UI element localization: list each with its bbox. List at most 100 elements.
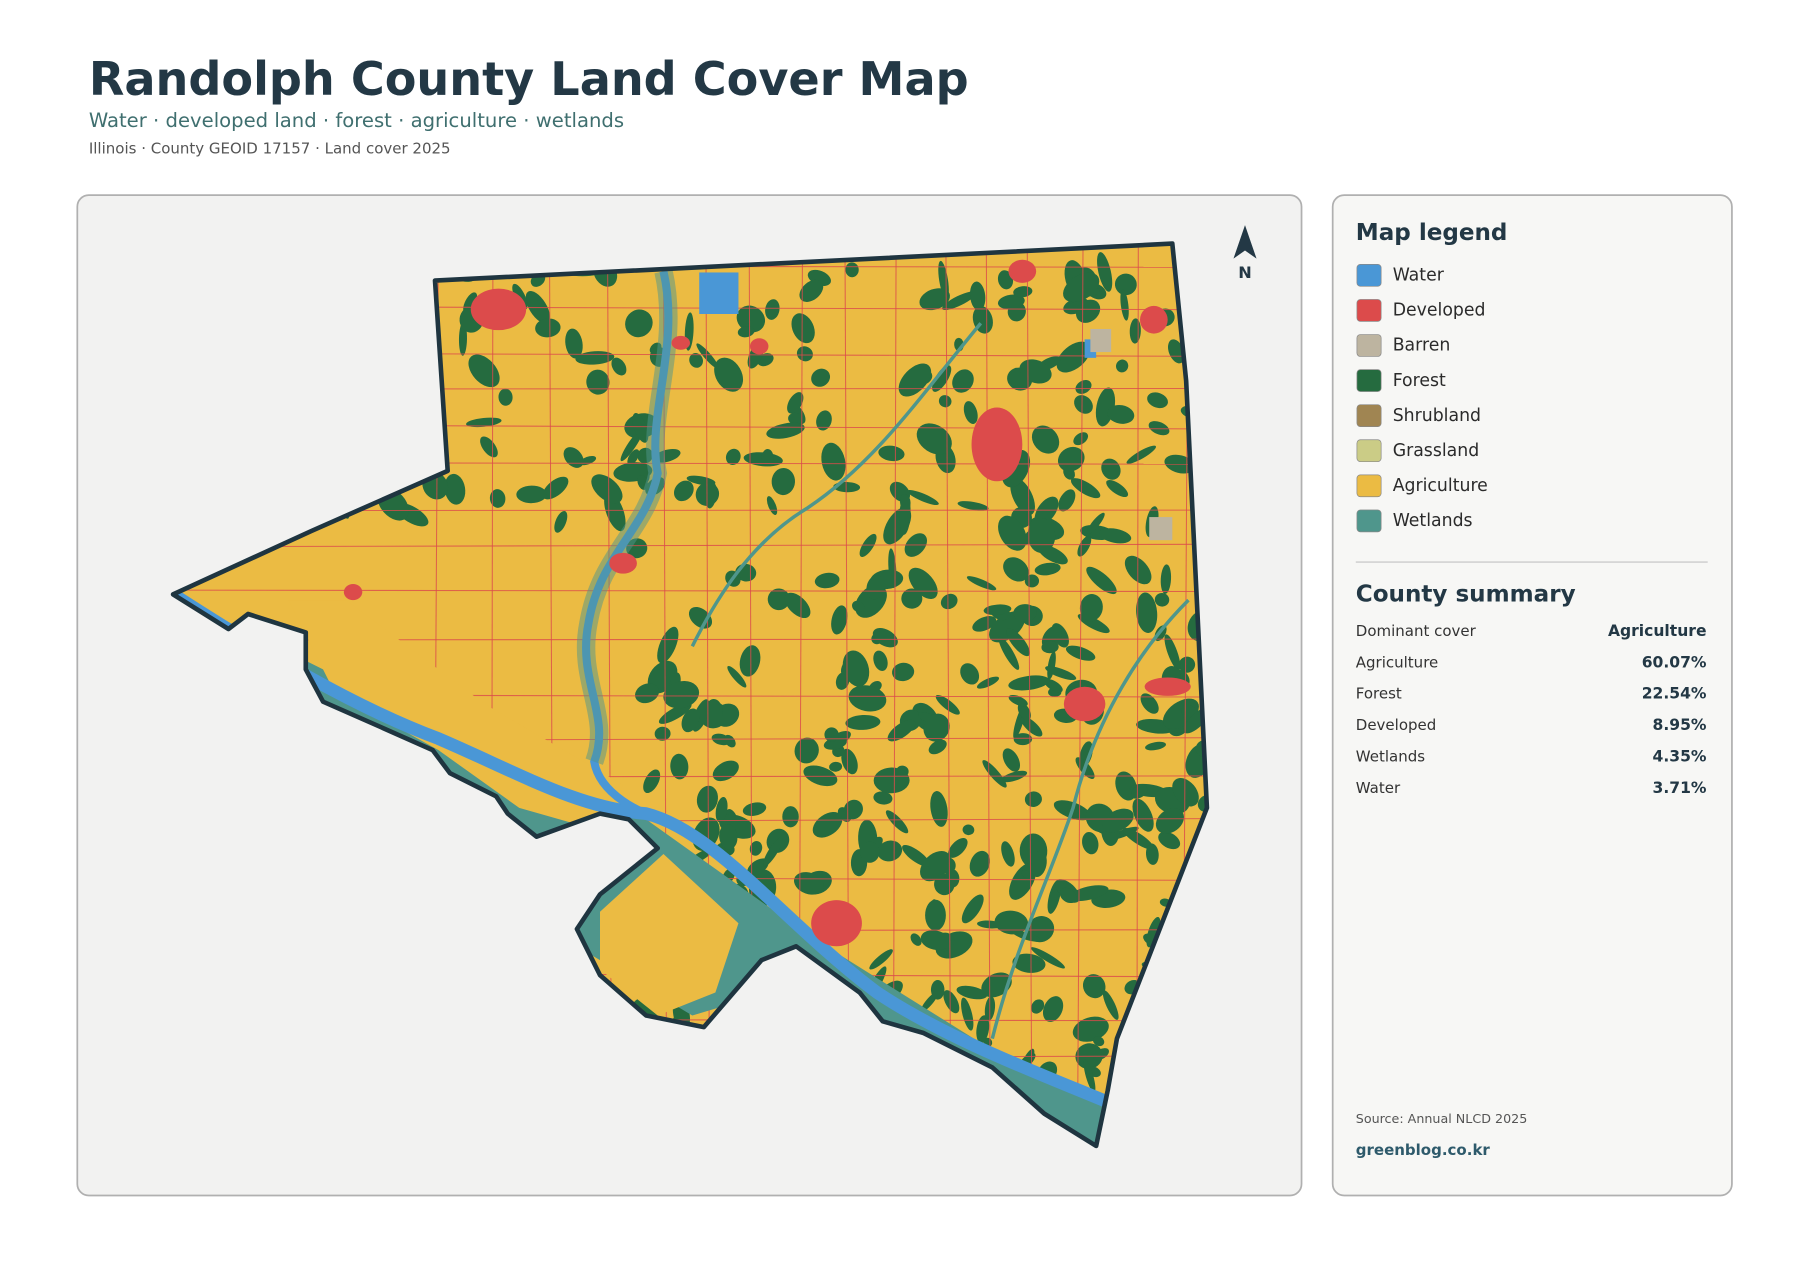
- forest-patch: [632, 412, 649, 443]
- forest-patch: [994, 910, 1029, 935]
- road: [173, 589, 1207, 593]
- forest-patch: [1154, 593, 1170, 607]
- forest-patch: [1107, 405, 1135, 424]
- forest-patch: [663, 681, 700, 709]
- forest-patch: [771, 467, 796, 496]
- forest-patch: [842, 650, 870, 687]
- mississippi-river: [173, 588, 1115, 1109]
- forest-patch: [961, 894, 984, 924]
- forest-patch: [831, 605, 848, 635]
- forest-patch: [657, 626, 679, 664]
- forest-patch: [1082, 974, 1106, 999]
- forest-patch: [1099, 528, 1132, 544]
- kaskaskia-wetland: [576, 269, 678, 765]
- summary-table: Dominant cover Agriculture Agriculture 60.0…: [1356, 622, 1707, 797]
- forest-patch: [625, 309, 653, 338]
- forest-patch: [852, 600, 865, 613]
- forest-patch: [957, 501, 989, 511]
- forest-patch: [1136, 592, 1158, 633]
- forest-patch: [1164, 634, 1181, 671]
- forest-patch: [1020, 716, 1043, 737]
- forest-patch: [900, 493, 911, 511]
- forest-patch: [782, 806, 799, 828]
- forest-patch: [1082, 832, 1099, 855]
- forest-patch: [1041, 640, 1059, 654]
- forest-patch: [791, 313, 815, 344]
- forest-patch: [845, 262, 859, 278]
- forest-patch: [787, 392, 804, 414]
- forest-patch: [1034, 562, 1061, 576]
- forest-patch: [998, 515, 1027, 551]
- developed-area: [1140, 305, 1168, 334]
- forest-patch: [1072, 1016, 1109, 1042]
- legend-label: Developed: [1393, 301, 1486, 321]
- forest-patch: [696, 343, 719, 369]
- barren-patch: [1149, 517, 1173, 541]
- forest-patch: [1059, 887, 1077, 904]
- forest-patch: [1131, 784, 1148, 799]
- forest-patch: [962, 824, 975, 836]
- forest-patch: [930, 979, 945, 1000]
- forest-patch: [928, 739, 947, 755]
- north-label: N: [1238, 263, 1252, 282]
- forest-patch: [763, 837, 783, 867]
- developed-area: [1063, 686, 1106, 722]
- forest-patch: [1148, 421, 1170, 436]
- forest-patch: [1002, 748, 1021, 772]
- forest-patch: [901, 588, 923, 609]
- forest-patch: [788, 412, 805, 426]
- forest-patch: [1030, 850, 1047, 878]
- developed-area: [671, 335, 690, 350]
- forest-patch: [1037, 544, 1068, 565]
- forest-patch: [681, 708, 700, 733]
- forest-patch: [878, 445, 905, 462]
- developed-area: [750, 338, 769, 355]
- forest-patch: [535, 318, 561, 338]
- summary-value: 3.71%: [1653, 779, 1707, 797]
- summary-value: 4.35%: [1653, 747, 1707, 765]
- forest-patch: [930, 791, 948, 827]
- forest-patch: [824, 727, 839, 742]
- summary-label: Agriculture: [1356, 653, 1439, 671]
- forest-patch: [803, 765, 838, 787]
- developed-area: [811, 900, 862, 947]
- forest-patch: [925, 899, 946, 931]
- forest-patch: [860, 841, 880, 863]
- forest-patch: [765, 299, 780, 320]
- forest-patch: [696, 785, 718, 813]
- forest-patch: [715, 797, 728, 823]
- forest-patch: [635, 683, 660, 704]
- forest-patch: [1017, 702, 1031, 721]
- forest-patch: [1102, 808, 1134, 833]
- forest-patch: [542, 476, 569, 500]
- forest-patch: [1024, 791, 1042, 807]
- forest-patch: [843, 799, 863, 820]
- summary-title: County summary: [1356, 581, 1576, 607]
- developed-area: [971, 407, 1023, 482]
- forest-patch: [1063, 466, 1075, 480]
- forest-patch: [658, 702, 692, 724]
- road: [945, 243, 952, 1146]
- forest-patch: [829, 761, 843, 772]
- legend-label: Wetlands: [1393, 511, 1473, 531]
- title: Randolph County Land Cover Map: [89, 52, 969, 106]
- forest-patch: [480, 436, 498, 458]
- forest-patch: [705, 699, 723, 725]
- developed-area: [609, 552, 637, 574]
- forest-patch: [983, 604, 1012, 616]
- forest-patch: [1013, 733, 1033, 746]
- forest-patch: [902, 845, 930, 867]
- forest-patch: [1009, 862, 1037, 900]
- reservoir: [1084, 339, 1097, 358]
- forest-patch: [938, 395, 952, 408]
- forest-patch: [814, 572, 840, 589]
- forest-patch: [1058, 489, 1076, 512]
- forest-patch: [742, 802, 767, 817]
- forest-patch: [976, 1015, 990, 1044]
- forest-patch: [948, 838, 968, 858]
- subtitle: Water · developed land · forest · agricu…: [89, 109, 624, 132]
- legend-label: Forest: [1393, 371, 1446, 391]
- forest-patch: [1140, 693, 1159, 714]
- forest-patch: [1079, 593, 1103, 622]
- developed-area: [1008, 259, 1037, 283]
